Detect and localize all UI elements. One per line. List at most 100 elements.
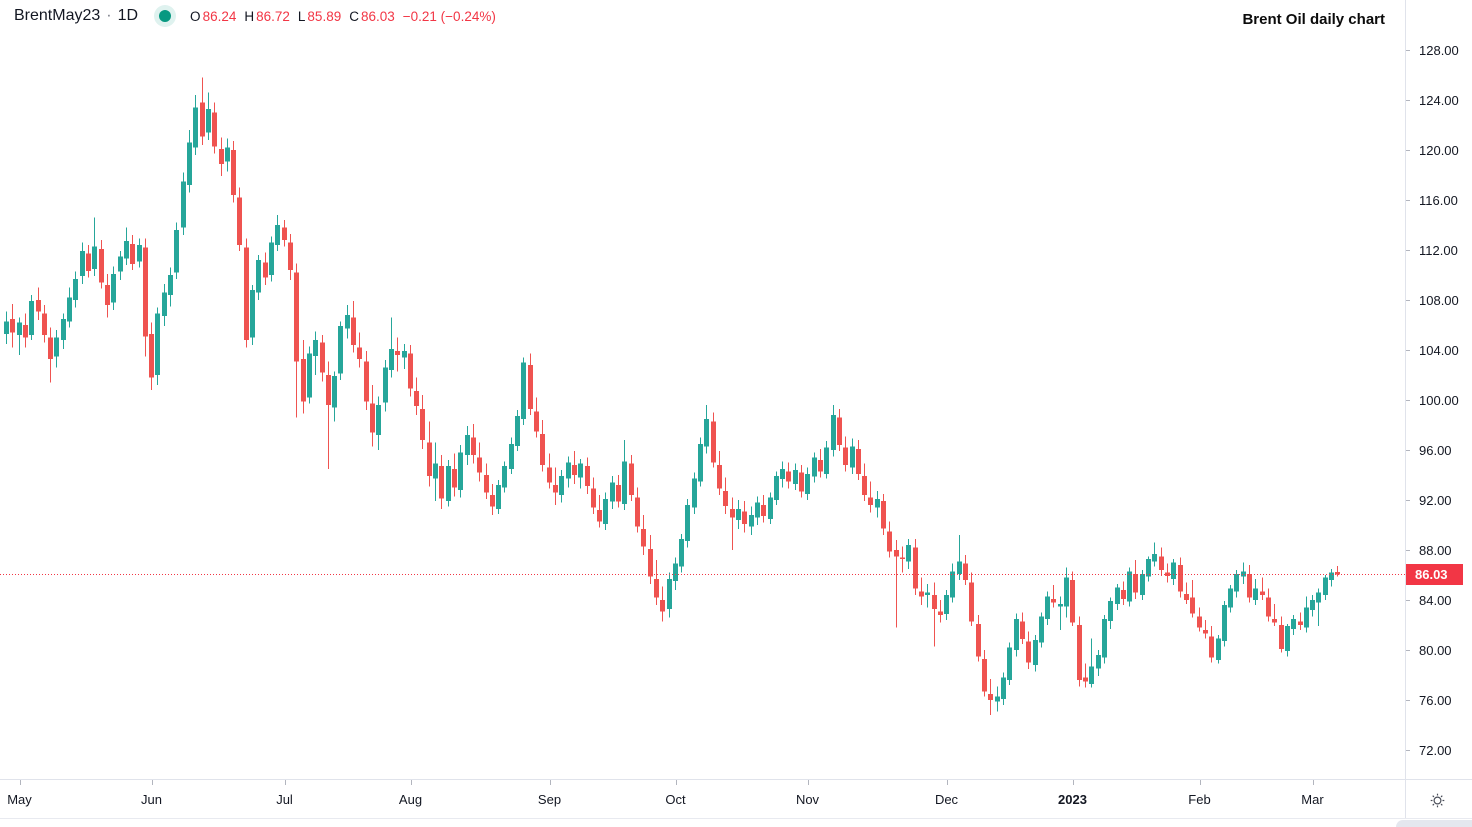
candle-body	[824, 447, 829, 474]
candle-body	[496, 485, 501, 509]
candle-body	[969, 582, 974, 622]
interval-label[interactable]: 1D	[117, 7, 139, 24]
ohlc-readout: O 86.24 H 86.72 L 85.89 C 86.03 −0.21 (−…	[190, 9, 496, 24]
candle-body	[294, 272, 299, 362]
candle-body	[913, 547, 918, 589]
candle-body	[124, 241, 129, 259]
candle-body	[250, 290, 255, 338]
price-tick-mark	[1406, 150, 1410, 151]
price-axis-separator	[1405, 0, 1406, 818]
candle-body	[10, 318, 15, 333]
price-tick-label: 84.00	[1419, 592, 1452, 608]
time-tick-mark	[1312, 780, 1314, 785]
price-tick-label: 80.00	[1419, 642, 1452, 658]
open-label: O	[190, 8, 201, 24]
candle-body	[654, 578, 659, 598]
candle-body	[1133, 573, 1138, 593]
candle-body	[768, 497, 773, 519]
candle-body	[812, 457, 817, 477]
candle-body	[105, 285, 110, 305]
candle-body	[717, 465, 722, 489]
candle-body	[1304, 607, 1309, 628]
candlestick-chart[interactable]	[0, 0, 1405, 779]
candle-body	[950, 571, 955, 598]
candle-body	[723, 491, 728, 507]
candle-body	[1058, 603, 1063, 607]
candle-body	[1190, 597, 1195, 614]
status-dot-icon	[159, 10, 172, 22]
candle-body	[635, 497, 640, 527]
candle-body	[698, 443, 703, 482]
candle-body	[484, 475, 489, 493]
candle-body	[338, 326, 343, 374]
candle-body	[894, 550, 899, 557]
candle-body	[862, 476, 867, 495]
candle-body	[925, 592, 930, 595]
candle-body	[1146, 558, 1151, 577]
candle-body	[326, 375, 331, 405]
candle-body	[48, 337, 53, 359]
candle-body	[42, 313, 47, 335]
candle-body	[603, 498, 608, 524]
candle-body	[774, 476, 779, 500]
candle-body	[187, 142, 192, 185]
candle-body	[629, 463, 634, 495]
candle-body	[660, 600, 665, 612]
time-axis[interactable]: May Jun Jul Aug Sep Oct Nov Dec 2023 Feb Mar	[0, 780, 1405, 818]
candle-body	[332, 376, 337, 408]
candle-body	[225, 147, 230, 162]
candle-body	[395, 351, 400, 355]
candle-body	[471, 437, 476, 455]
candle-body	[1001, 677, 1006, 699]
candle-body	[231, 150, 236, 195]
candle-body	[73, 278, 78, 301]
candle-body	[149, 333, 154, 378]
candle-body	[572, 465, 577, 475]
price-tick-label: 108.00	[1419, 292, 1459, 308]
price-axis[interactable]: 86.03 128.00 124.00 120.00 116.00 112.00 108.…	[1406, 0, 1472, 779]
candle-body	[200, 102, 205, 137]
candle-body	[17, 322, 22, 335]
candle-body	[995, 696, 1000, 702]
price-tick-mark	[1406, 750, 1410, 751]
candle-body	[1298, 621, 1303, 626]
time-tick-label: Jul	[276, 792, 293, 807]
market-status-dot[interactable]	[154, 5, 177, 27]
time-tick-label: May	[7, 792, 32, 807]
price-tick-label: 128.00	[1419, 42, 1459, 58]
candle-body	[1184, 593, 1189, 601]
price-tick-label: 124.00	[1419, 92, 1459, 108]
candle-body	[648, 548, 653, 577]
candle-body	[761, 505, 766, 517]
candle-body	[900, 557, 905, 559]
candle-body	[1310, 600, 1315, 610]
candle-body	[439, 466, 444, 499]
candle-body	[61, 318, 66, 341]
candle-body	[1234, 573, 1239, 592]
candle-body	[1152, 553, 1157, 562]
candle-body	[237, 197, 242, 245]
price-tick-label: 96.00	[1419, 442, 1452, 458]
candle-body	[736, 508, 741, 520]
candle-body	[1197, 616, 1202, 628]
candle-body	[23, 325, 28, 338]
candle-body	[1159, 556, 1164, 570]
price-tick-label: 76.00	[1419, 692, 1452, 708]
candle-body	[67, 297, 72, 322]
candle-body	[130, 243, 135, 264]
candle-body	[831, 415, 836, 450]
time-tick-label: Mar	[1301, 792, 1324, 807]
candle-body	[427, 442, 432, 477]
symbol-name[interactable]: BrentMay23	[14, 7, 101, 24]
candle-body	[389, 348, 394, 370]
candle-body	[1228, 588, 1233, 608]
axis-settings-gear-icon[interactable]	[1429, 792, 1446, 809]
candle-body	[749, 515, 754, 527]
candle-body	[547, 467, 552, 483]
candle-body	[345, 315, 350, 329]
high-value: 86.72	[256, 8, 290, 24]
candle-body	[181, 181, 186, 228]
candle-body	[420, 408, 425, 441]
candle-body	[99, 248, 104, 283]
candle-body	[465, 435, 470, 455]
